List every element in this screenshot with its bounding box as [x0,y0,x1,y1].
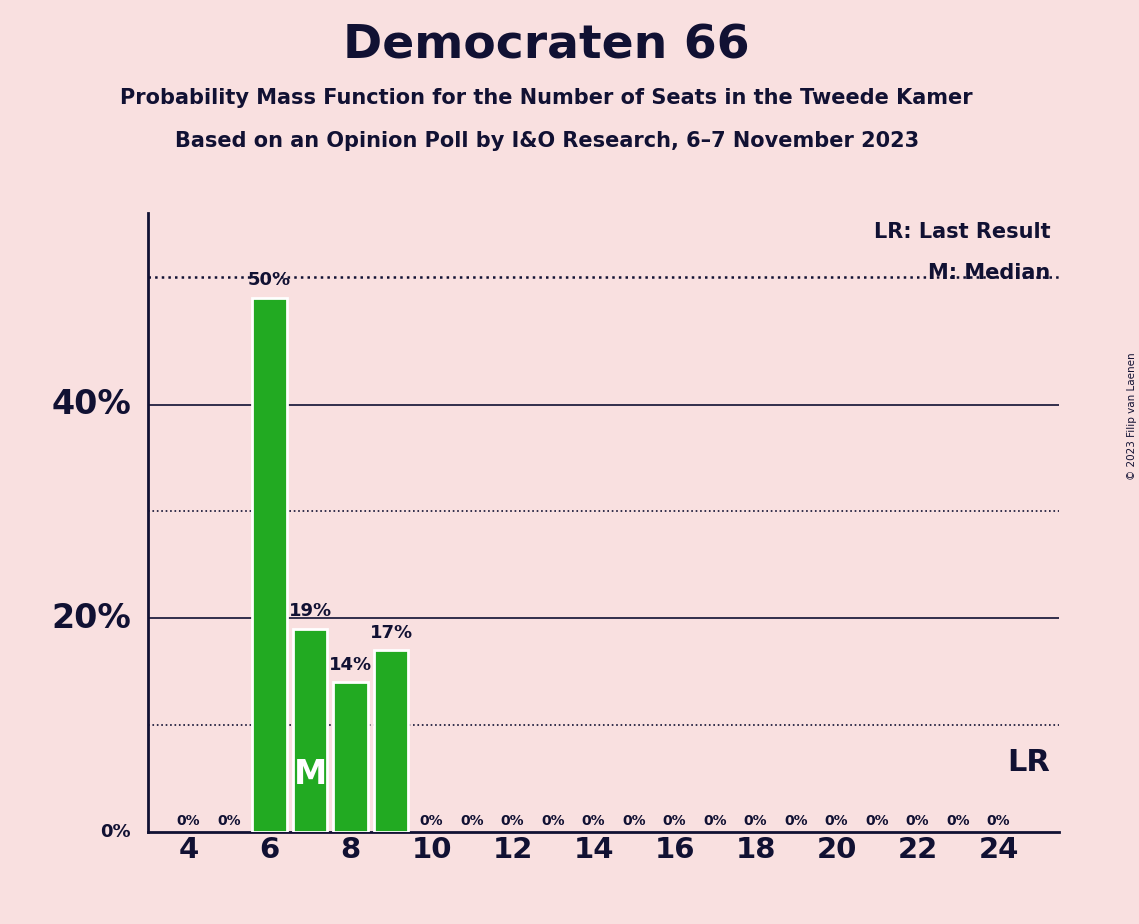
Text: M: Median: M: Median [928,263,1050,284]
Text: 0%: 0% [218,814,240,829]
Bar [293,629,327,832]
Text: 0%: 0% [744,814,768,829]
Text: 0%: 0% [541,814,565,829]
Text: 20%: 20% [51,602,131,635]
Text: 0%: 0% [785,814,808,829]
Text: 0%: 0% [582,814,605,829]
Text: 0%: 0% [100,822,131,841]
Text: M: M [294,759,327,791]
Text: 0%: 0% [703,814,727,829]
Text: 19%: 19% [288,602,331,620]
Text: 17%: 17% [369,624,412,641]
Bar [334,682,368,832]
Text: 40%: 40% [51,388,131,421]
Text: 0%: 0% [460,814,484,829]
Text: 0%: 0% [663,814,687,829]
Text: 0%: 0% [420,814,443,829]
Text: Democraten 66: Democraten 66 [343,23,751,68]
Text: LR: Last Result: LR: Last Result [874,222,1050,242]
Text: © 2023 Filip van Laenen: © 2023 Filip van Laenen [1126,352,1137,480]
Text: Probability Mass Function for the Number of Seats in the Tweede Kamer: Probability Mass Function for the Number… [121,88,973,108]
Text: 0%: 0% [947,814,969,829]
Text: Based on an Opinion Poll by I&O Research, 6–7 November 2023: Based on an Opinion Poll by I&O Research… [174,131,919,152]
Bar [253,298,287,832]
Text: 14%: 14% [329,656,372,674]
Text: 0%: 0% [906,814,929,829]
Text: LR: LR [1007,748,1050,776]
Text: 0%: 0% [986,814,1010,829]
Bar [374,650,408,832]
Text: 0%: 0% [622,814,646,829]
Text: 0%: 0% [825,814,849,829]
Text: 0%: 0% [866,814,888,829]
Text: 0%: 0% [177,814,200,829]
Text: 50%: 50% [248,272,292,289]
Text: 0%: 0% [501,814,524,829]
